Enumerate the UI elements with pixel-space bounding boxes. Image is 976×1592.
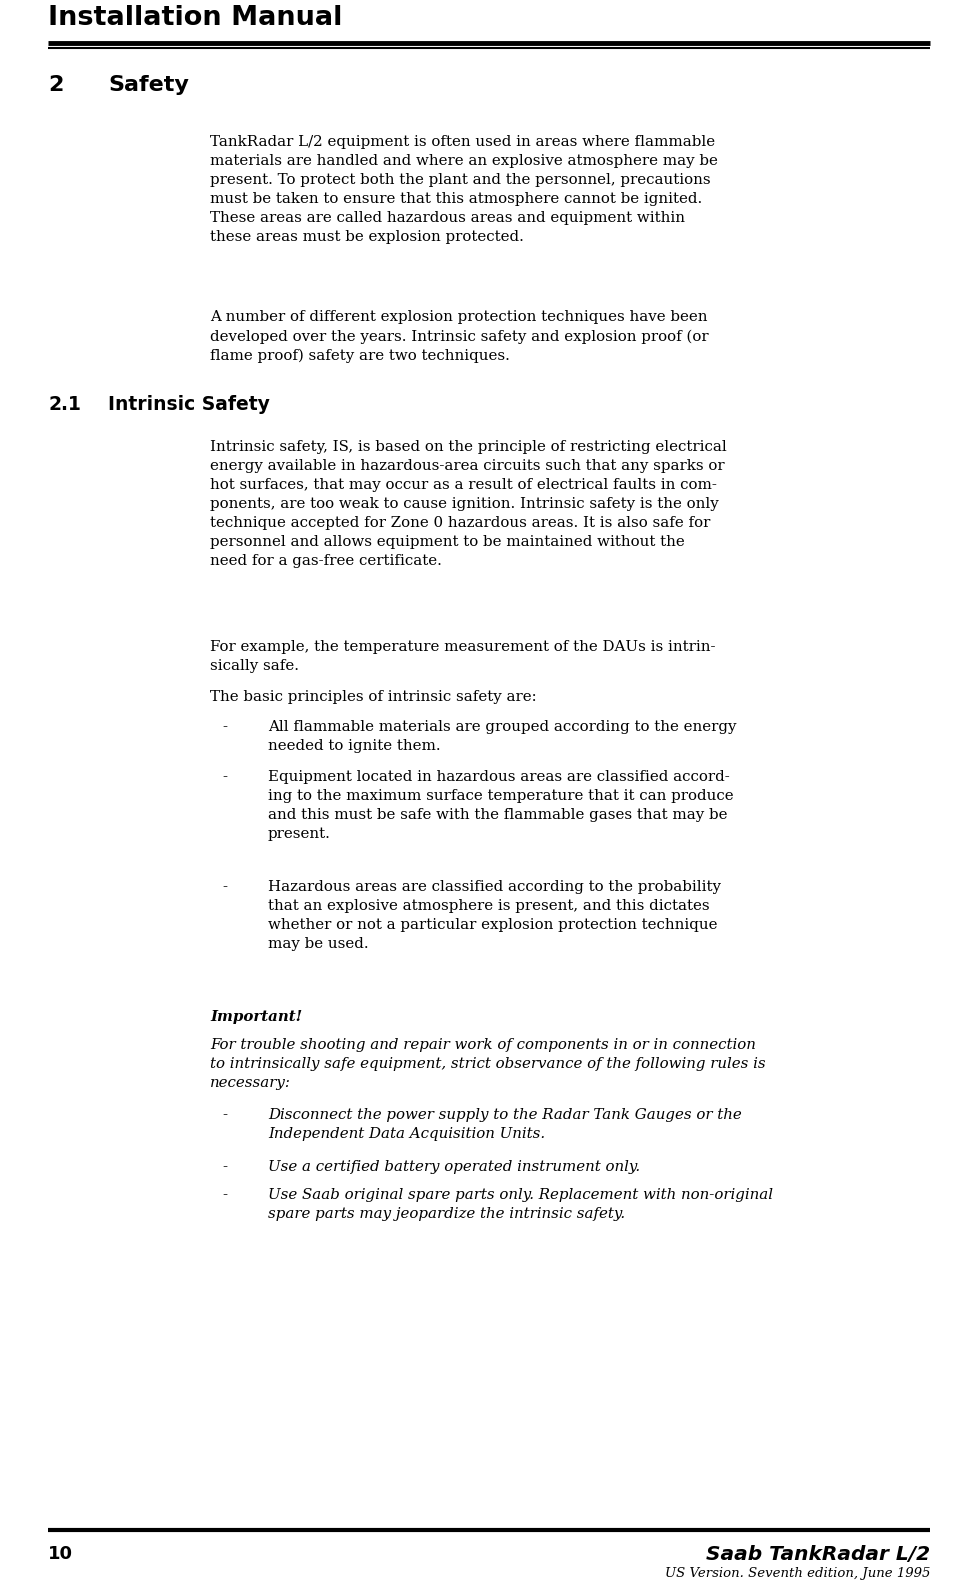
Text: -: - xyxy=(222,1161,227,1173)
Text: -: - xyxy=(222,1188,227,1202)
Text: Use Saab original spare parts only. Replacement with non-original
spare parts ma: Use Saab original spare parts only. Repl… xyxy=(268,1188,773,1221)
Text: Intrinsic safety, IS, is based on the principle of restricting electrical
energy: Intrinsic safety, IS, is based on the pr… xyxy=(210,439,727,568)
Text: 2: 2 xyxy=(48,75,63,96)
Text: 10: 10 xyxy=(48,1544,73,1563)
Text: A number of different explosion protection techniques have been
developed over t: A number of different explosion protecti… xyxy=(210,310,709,363)
Text: US Version. Seventh edition, June 1995: US Version. Seventh edition, June 1995 xyxy=(665,1567,930,1579)
Text: Hazardous areas are classified according to the probability
that an explosive at: Hazardous areas are classified according… xyxy=(268,880,721,950)
Text: All flammable materials are grouped according to the energy
needed to ignite the: All flammable materials are grouped acco… xyxy=(268,720,737,753)
Text: -: - xyxy=(222,1108,227,1122)
Text: The basic principles of intrinsic safety are:: The basic principles of intrinsic safety… xyxy=(210,689,537,704)
Text: For trouble shooting and repair work of components in or in connection
to intrin: For trouble shooting and repair work of … xyxy=(210,1038,765,1091)
Text: Equipment located in hazardous areas are classified accord-
ing to the maximum s: Equipment located in hazardous areas are… xyxy=(268,771,734,841)
Text: TankRadar L/2 equipment is often used in areas where flammable
materials are han: TankRadar L/2 equipment is often used in… xyxy=(210,135,718,244)
Text: Use a certified battery operated instrument only.: Use a certified battery operated instrum… xyxy=(268,1161,640,1173)
Text: Safety: Safety xyxy=(108,75,189,96)
Text: Intrinsic Safety: Intrinsic Safety xyxy=(108,395,270,414)
Text: -: - xyxy=(222,720,227,734)
Text: 2.1: 2.1 xyxy=(48,395,81,414)
Text: Disconnect the power supply to the Radar Tank Gauges or the
Independent Data Acq: Disconnect the power supply to the Radar… xyxy=(268,1108,742,1141)
Text: For example, the temperature measurement of the DAUs is intrin-
sically safe.: For example, the temperature measurement… xyxy=(210,640,715,673)
Text: Important!: Important! xyxy=(210,1009,303,1024)
Text: -: - xyxy=(222,771,227,783)
Text: -: - xyxy=(222,880,227,895)
Text: Saab TankRadar L/2: Saab TankRadar L/2 xyxy=(706,1544,930,1563)
Text: Installation Manual: Installation Manual xyxy=(48,5,343,30)
